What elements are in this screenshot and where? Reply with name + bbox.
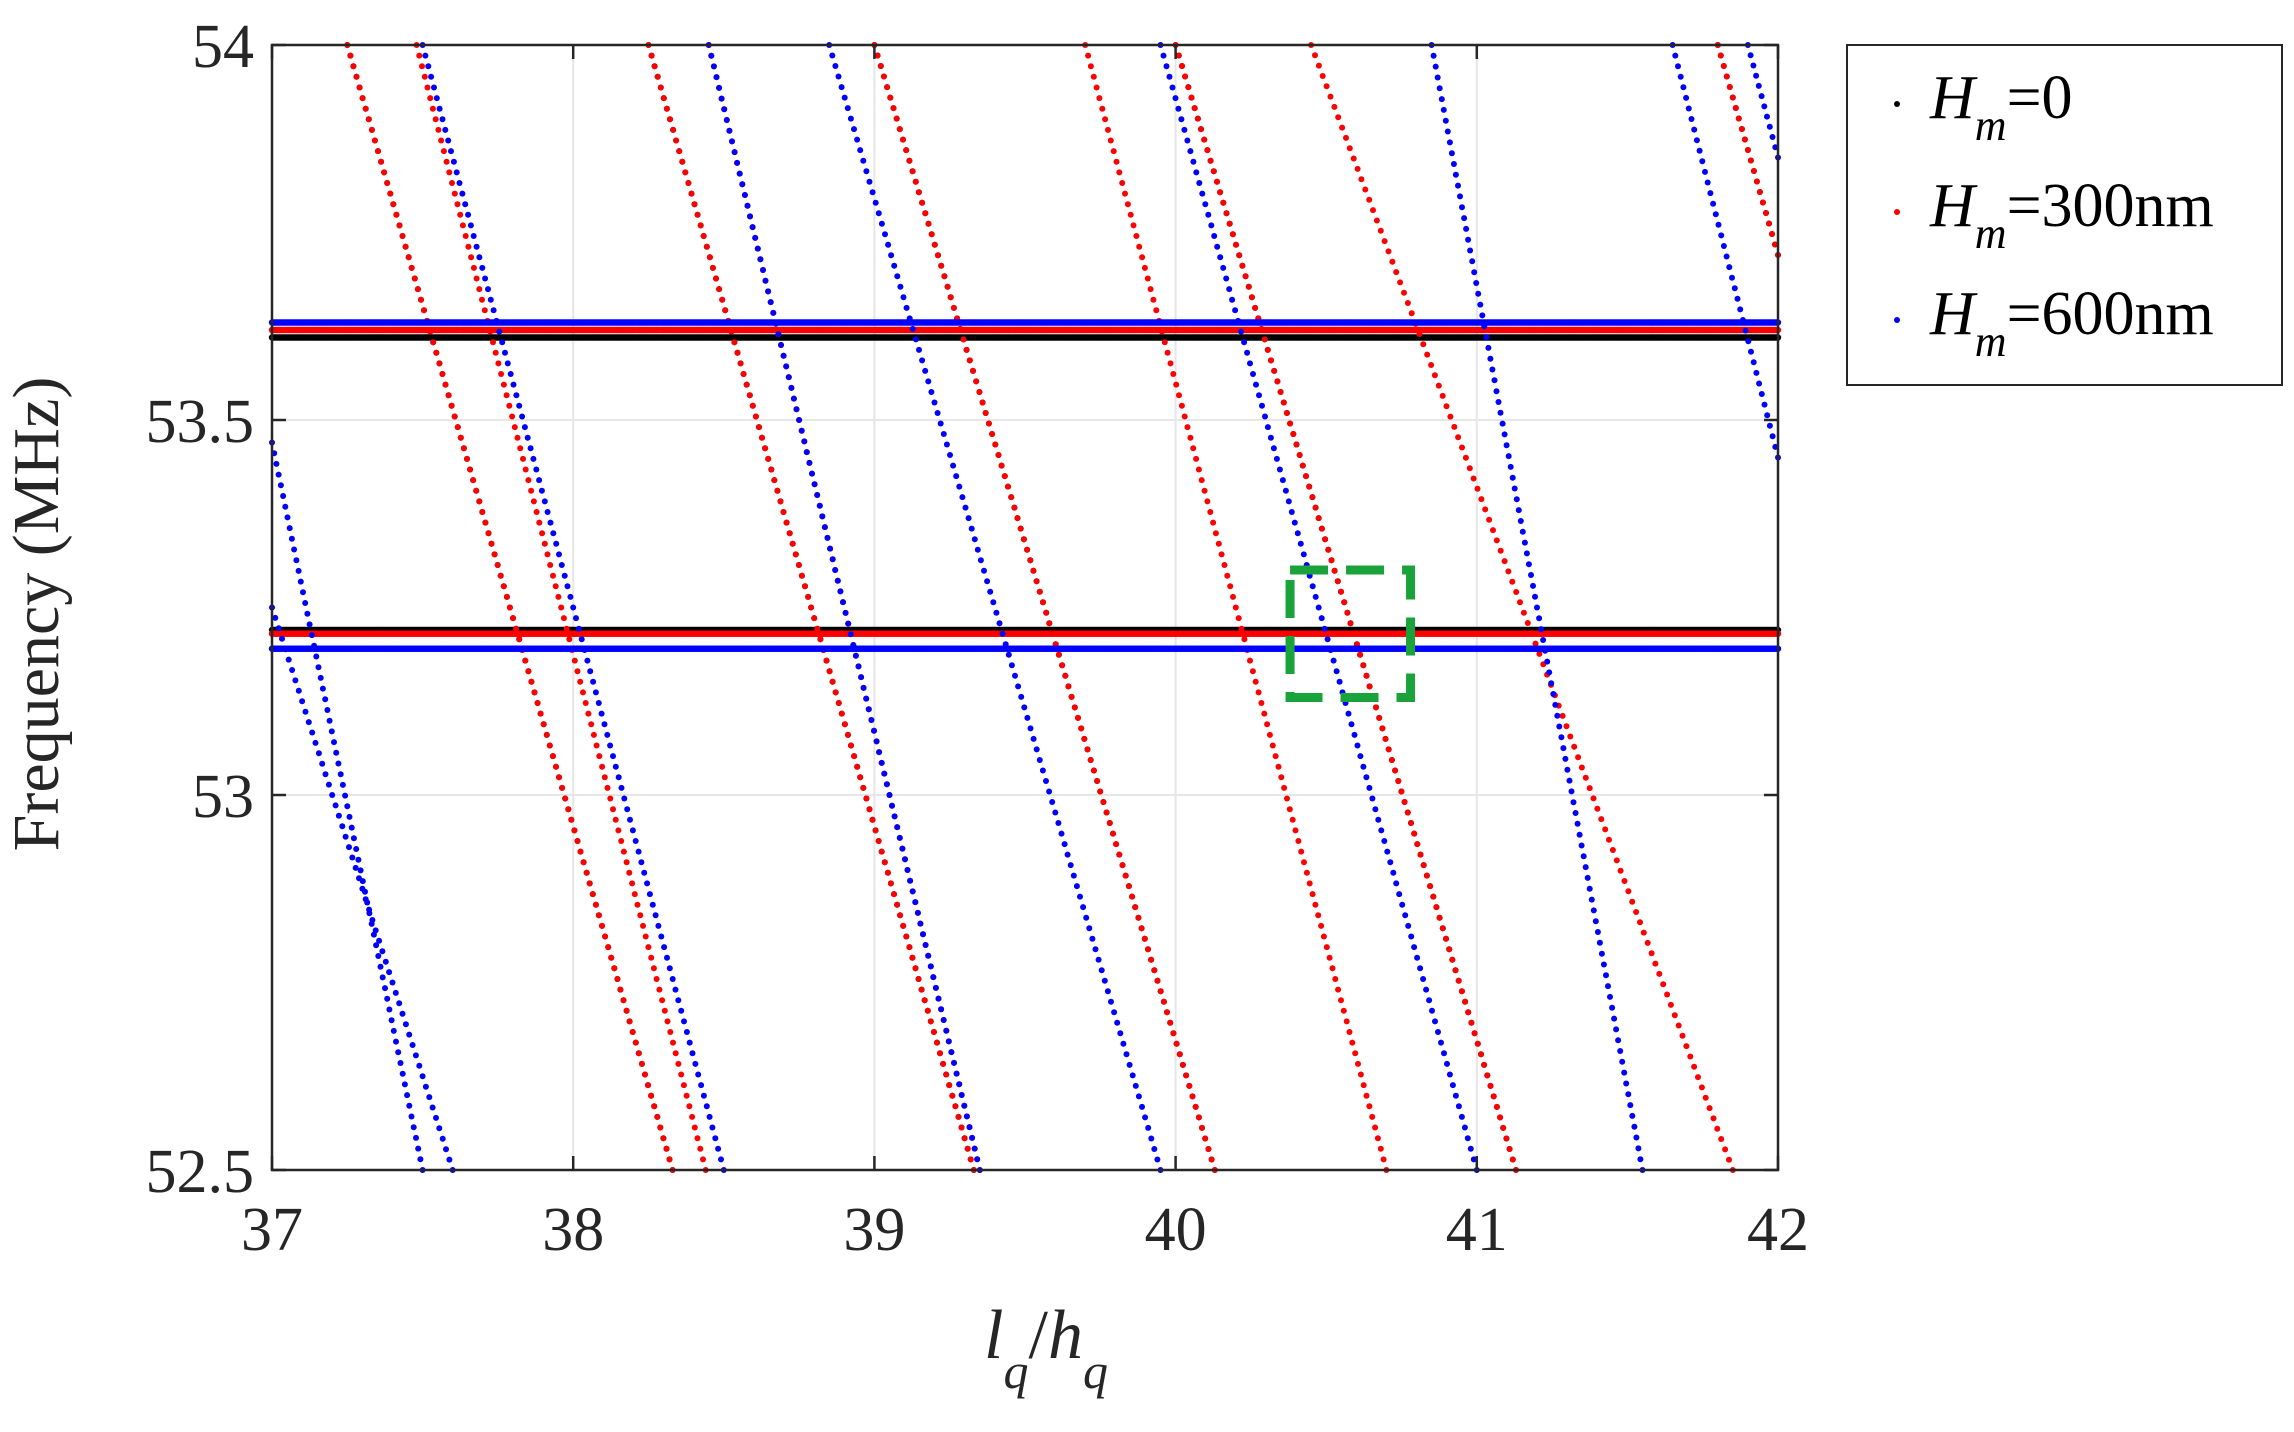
data-series <box>268 42 1782 1173</box>
plot-background <box>272 45 1778 1170</box>
plot-area <box>272 45 1778 1170</box>
